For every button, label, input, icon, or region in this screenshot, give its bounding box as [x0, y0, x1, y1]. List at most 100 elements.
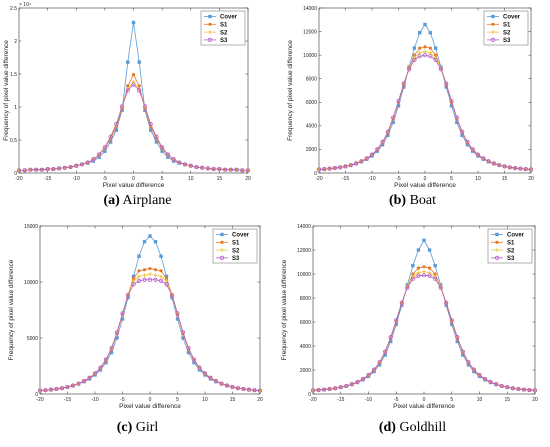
- data-point: [186, 345, 191, 351]
- data-point: [125, 293, 131, 298]
- data-point: [154, 134, 159, 139]
- data-point: [148, 128, 153, 132]
- y-tick-label: 5000: [27, 336, 38, 342]
- data-point: [131, 82, 136, 87]
- data-point: [48, 387, 54, 392]
- data-point: [444, 303, 448, 307]
- legend-label: Cover: [507, 233, 525, 239]
- data-point: [246, 387, 252, 392]
- data-point: [460, 129, 465, 134]
- data-point: [371, 367, 377, 372]
- y-axis-label: Frequency of pixel value difference: [287, 40, 294, 141]
- data-point: [470, 147, 475, 152]
- data-point: [16, 168, 22, 173]
- data-point: [327, 166, 332, 171]
- data-point: [223, 167, 228, 172]
- x-tick-label: -5: [120, 397, 125, 403]
- x-tick-label: -20: [315, 176, 322, 182]
- y-tick-label: 6000: [306, 100, 317, 106]
- data-point: [175, 317, 180, 321]
- data-point: [521, 387, 526, 392]
- data-point: [423, 45, 427, 49]
- data-point: [532, 388, 538, 393]
- y-tick-label: 10000: [24, 280, 38, 286]
- data-point: [433, 55, 438, 60]
- data-point: [444, 81, 449, 86]
- y-tick-label: 8000: [306, 77, 317, 83]
- data-point: [137, 88, 142, 93]
- data-point: [422, 265, 426, 269]
- data-point: [137, 60, 141, 64]
- data-point: [115, 336, 119, 340]
- x-tick-label: -20: [309, 397, 316, 403]
- data-point: [422, 269, 426, 274]
- data-point: [159, 269, 163, 273]
- legend-label: S1: [220, 23, 228, 29]
- data-point: [433, 57, 438, 62]
- data-point: [114, 128, 119, 132]
- data-point: [235, 386, 241, 391]
- data-point: [148, 234, 152, 238]
- data-point: [507, 165, 512, 170]
- data-point: [208, 375, 213, 380]
- data-point: [528, 167, 534, 172]
- x-tick-label: -10: [91, 397, 98, 403]
- data-point: [416, 266, 421, 270]
- data-point: [148, 266, 152, 271]
- data-point: [142, 273, 147, 278]
- data-point: [230, 384, 235, 390]
- data-point: [377, 359, 382, 365]
- data-point: [455, 120, 459, 125]
- data-point: [377, 363, 382, 367]
- data-point: [159, 274, 163, 279]
- data-point: [465, 143, 470, 147]
- data-point: [102, 145, 107, 150]
- data-point: [126, 295, 130, 300]
- y-tick-label: 0: [314, 171, 317, 177]
- plot-area: [312, 225, 536, 395]
- data-point: [153, 239, 158, 244]
- y-axis-label: Frequency of pixel value difference: [8, 259, 15, 360]
- legend-marker: [491, 14, 495, 19]
- data-point: [510, 386, 515, 391]
- data-point: [366, 373, 371, 378]
- caption-text: Girl: [132, 420, 159, 435]
- data-point: [142, 239, 147, 244]
- data-point: [142, 268, 147, 272]
- x-tick-label: 10: [477, 397, 483, 403]
- legend-marker: [490, 37, 496, 43]
- data-point: [180, 330, 186, 335]
- data-point: [200, 165, 205, 170]
- legend-marker: [495, 248, 499, 253]
- data-point: [97, 152, 102, 157]
- caption-letter: (a): [103, 193, 120, 208]
- data-point: [383, 353, 387, 357]
- data-point: [417, 54, 422, 59]
- y-tick-label: 10000: [303, 53, 317, 59]
- legend-label: S2: [503, 30, 511, 36]
- data-point: [449, 99, 454, 104]
- data-point: [505, 385, 510, 390]
- data-point: [523, 167, 528, 172]
- data-point: [423, 22, 427, 27]
- data-point: [499, 383, 504, 389]
- data-point: [240, 168, 245, 173]
- data-point: [428, 46, 432, 50]
- data-point: [39, 167, 45, 172]
- data-point: [43, 388, 48, 393]
- data-point: [438, 67, 443, 72]
- data-point: [418, 31, 422, 35]
- x-tick-label: -15: [44, 176, 51, 182]
- data-point: [217, 166, 222, 172]
- x-tick-label: 10: [202, 397, 208, 403]
- data-point: [418, 46, 422, 50]
- x-tick-label: 20: [257, 397, 263, 403]
- data-point: [494, 382, 499, 387]
- data-point: [433, 274, 438, 279]
- x-tick-label: -5: [103, 176, 108, 182]
- data-point: [527, 387, 532, 393]
- data-point: [169, 293, 175, 298]
- data-point: [502, 164, 507, 169]
- series-s3: [16, 82, 251, 173]
